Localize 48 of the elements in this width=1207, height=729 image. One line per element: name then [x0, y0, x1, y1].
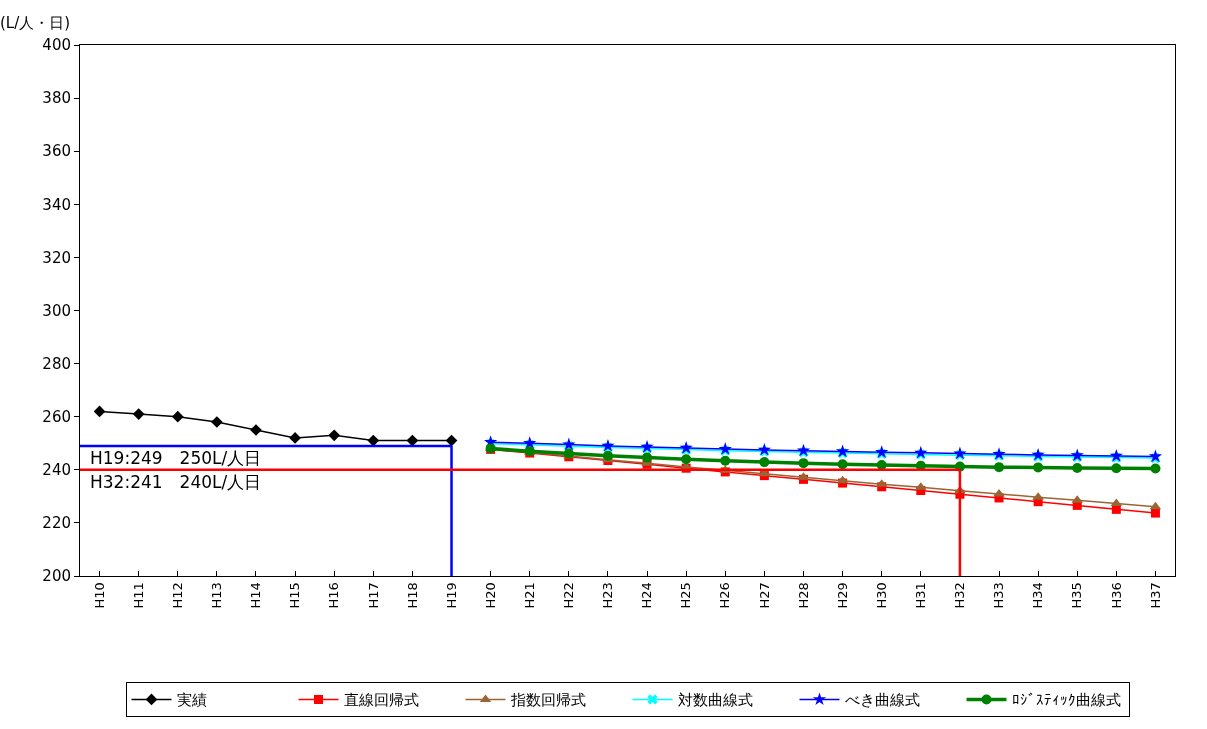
y-tick-label: 380 [42, 89, 71, 108]
y-tick-label: 340 [42, 195, 71, 214]
x-tick-label: H20 [482, 582, 498, 609]
x-tick-label: H26 [717, 582, 733, 609]
legend-label: ﾛｼﾞｽﾃｨｯｸ曲線式 [1011, 691, 1121, 710]
x-tick-label: H19 [443, 582, 459, 609]
y-tick-label: 260 [42, 407, 71, 426]
ref-line-label: H19:249 250L/人日 [90, 448, 262, 468]
x-tick-label: H21 [521, 582, 537, 609]
x-tick-label: H34 [1030, 582, 1046, 609]
x-tick-label: H28 [795, 582, 811, 609]
x-tick-label: H18 [404, 582, 420, 609]
y-tick-label: 240 [42, 461, 71, 480]
x-tick-label: H27 [756, 582, 772, 609]
legend-label: 対数曲線式 [677, 691, 753, 710]
legend-label: べき曲線式 [844, 691, 920, 710]
legend-label: 指数回帰式 [509, 691, 586, 710]
ref-line-label: H32:241 240L/人日 [90, 472, 262, 492]
legend-label: 直線回帰式 [343, 691, 419, 710]
x-tick-label: H31 [913, 582, 929, 609]
x-tick-label: H11 [130, 582, 146, 609]
x-tick-label: H17 [365, 582, 381, 609]
y-tick-label: 300 [42, 301, 71, 320]
y-tick-label: 220 [42, 514, 71, 533]
x-tick-label: H23 [600, 582, 616, 609]
x-tick-label: H29 [834, 582, 850, 609]
x-tick-label: H37 [1147, 582, 1163, 609]
x-tick-label: H10 [91, 582, 107, 609]
y-tick-label: 280 [42, 354, 71, 373]
x-tick-label: H36 [1108, 582, 1124, 609]
x-tick-label: H32 [952, 582, 968, 609]
x-tick-label: H33 [991, 582, 1007, 609]
x-tick-label: H35 [1069, 582, 1085, 609]
x-tick-label: H14 [248, 582, 264, 609]
y-axis-title: (L/人・日) [0, 14, 71, 32]
x-tick-label: H12 [170, 582, 185, 609]
legend-label: 実績 [176, 691, 207, 710]
y-tick-label: 400 [42, 36, 71, 55]
x-tick-label: H22 [561, 582, 577, 609]
y-tick-label: 320 [42, 248, 71, 267]
x-tick-label: H30 [873, 582, 889, 609]
y-tick-label: 360 [42, 142, 71, 161]
x-tick-label: H25 [678, 582, 694, 609]
x-tick-label: H16 [326, 582, 342, 609]
x-tick-label: H24 [639, 582, 655, 609]
x-tick-label: H15 [287, 582, 303, 609]
y-tick-label: 200 [42, 567, 71, 586]
x-tick-label: H13 [209, 582, 225, 609]
